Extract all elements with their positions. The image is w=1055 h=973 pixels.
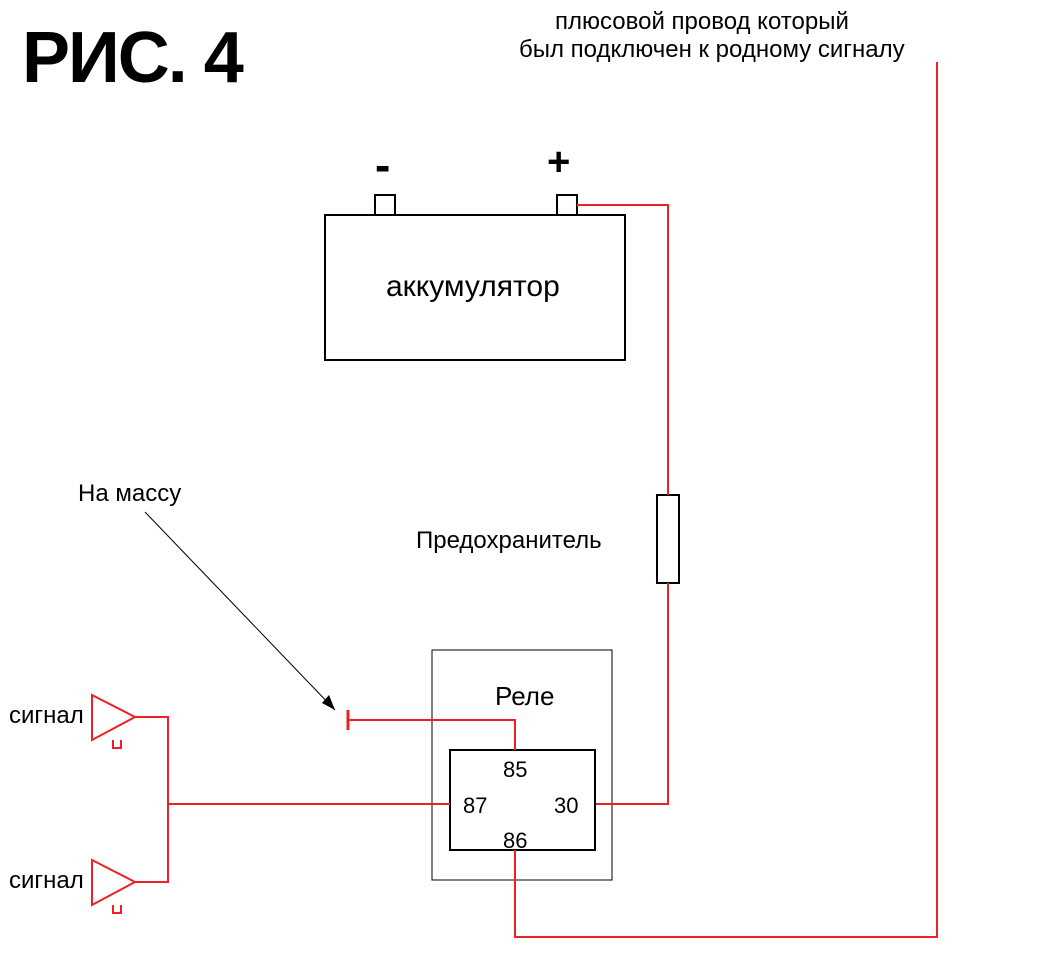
relay-inner-box <box>450 750 595 850</box>
wire-relay87-to-horns <box>135 717 450 804</box>
horn1-icon <box>92 695 135 740</box>
wiring-diagram <box>0 0 1055 973</box>
horn1-stem <box>113 740 121 748</box>
horn2-stem <box>113 905 121 913</box>
battery-pos-terminal <box>557 195 577 215</box>
wire-fuse-to-relay30 <box>596 583 668 804</box>
wire-pos-to-fuse <box>577 205 668 495</box>
wire-relay86-to-signal <box>515 62 937 937</box>
fuse-box <box>657 495 679 583</box>
battery-box <box>325 215 625 360</box>
battery-neg-terminal <box>375 195 395 215</box>
horn2-icon <box>92 860 135 905</box>
wire-split-to-horn2 <box>135 804 168 882</box>
relay-outer-box <box>432 650 612 880</box>
arrow-line <box>145 512 335 710</box>
arrow-head <box>322 695 335 710</box>
